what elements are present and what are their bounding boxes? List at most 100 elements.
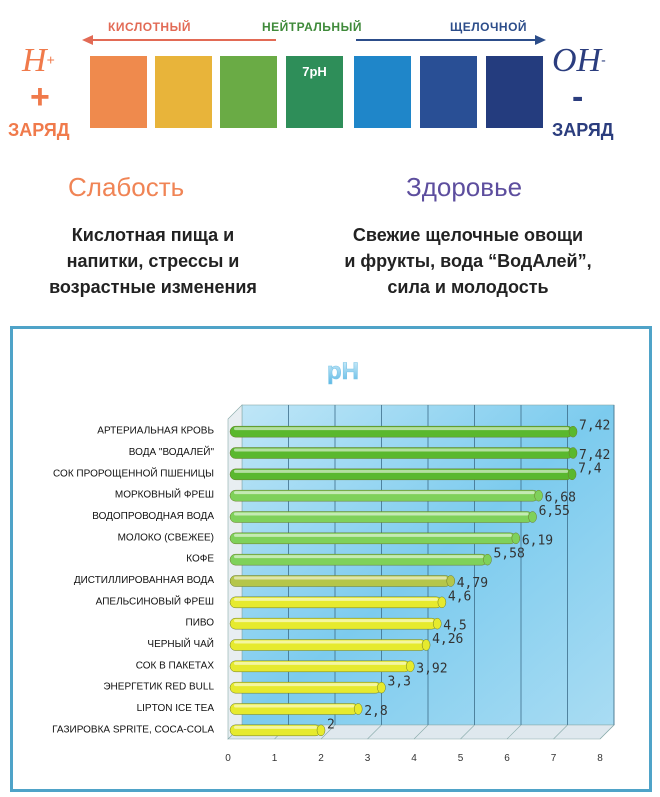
oh-ion: OH- xyxy=(552,42,606,80)
ph-swatch-3 xyxy=(220,56,277,128)
bar xyxy=(229,447,578,459)
health-line-2: и фрукты, вода “ВодАлей”, xyxy=(344,251,592,271)
weakness-line-1: Кислотная пища и xyxy=(71,225,235,245)
category-label: ПИВО xyxy=(186,618,215,629)
bar-highlight xyxy=(234,619,434,623)
bar-end-cap xyxy=(353,703,363,715)
acidic-label: КИСЛОТНЫЙ xyxy=(108,20,191,34)
plus-sign: + xyxy=(30,78,50,116)
bar xyxy=(229,660,415,673)
category-label: СОК В ПАКЕТАХ xyxy=(136,660,215,671)
bar xyxy=(229,575,455,587)
ph-swatch-4: 7pH xyxy=(286,56,343,128)
bar-end-cap xyxy=(534,489,543,502)
acid-arrow-icon xyxy=(82,35,276,45)
neutral-label: НЕЙТРАЛЬНЫЙ xyxy=(262,20,362,34)
x-tick-label: 6 xyxy=(504,753,510,764)
data-label: 4,26 xyxy=(432,632,463,647)
category-label: МОЛОКО (СВЕЖЕЕ) xyxy=(118,532,214,543)
weakness-line-2: напитки, стрессы и xyxy=(66,251,240,271)
x-tick-label: 8 xyxy=(597,753,603,764)
bar xyxy=(229,703,363,715)
left-charge-label: ЗАРЯД xyxy=(8,120,70,140)
bar xyxy=(229,617,442,630)
bar-end-cap xyxy=(511,532,521,545)
bar-end-cap xyxy=(437,596,447,609)
health-text: Свежие щелочные овощи и фрукты, вода “Во… xyxy=(318,222,618,300)
data-label: 2 xyxy=(327,717,335,732)
ph-chart: pH 0 1 2 3 4 5 6 7 8 АРТЕРИАЛЬНАЯ КРОВЬ 7,42 ВОДА "В… xyxy=(10,326,652,792)
h-ion-sup: + xyxy=(46,51,55,68)
bar-highlight xyxy=(234,491,535,495)
weakness-text: Кислотная пища и напитки, стрессы и возр… xyxy=(8,222,298,300)
bar xyxy=(229,724,326,737)
x-tick-label: 3 xyxy=(365,753,371,764)
bar-highlight xyxy=(234,640,423,644)
bar-end-cap xyxy=(483,553,492,566)
data-label: 7,4 xyxy=(578,461,602,476)
data-label: 6,19 xyxy=(522,533,553,548)
minus-sign: - xyxy=(572,78,584,116)
bar-end-cap xyxy=(316,724,326,737)
oh-ion-sup: - xyxy=(601,51,606,68)
h-ion: H+ xyxy=(22,42,55,80)
bar xyxy=(229,681,386,694)
grid-line-floor xyxy=(413,724,429,740)
bar xyxy=(229,596,447,609)
bar xyxy=(229,639,431,651)
category-label: ГАЗИРОВКА SPRITE, COCA-COLA xyxy=(52,724,214,735)
scale-arrows xyxy=(82,35,546,45)
ph-swatch-1 xyxy=(90,56,147,128)
bar-end-cap xyxy=(406,660,415,673)
data-label: 2,8 xyxy=(364,704,387,719)
bar-highlight xyxy=(234,427,570,431)
x-tick-label: 0 xyxy=(225,753,231,764)
x-tick-label: 5 xyxy=(458,753,464,764)
category-label: ЭНЕРГЕТИК RED BULL xyxy=(103,682,214,693)
category-label: СОК ПРОРОЩЕННОЙ ПШЕНИЦЫ xyxy=(53,466,214,479)
h-ion-symbol: H xyxy=(22,42,47,79)
bar-highlight xyxy=(234,597,438,601)
bar-highlight xyxy=(234,661,407,665)
category-label: МОРКОВНЫЙ ФРЕШ xyxy=(115,488,214,501)
health-line-1: Свежие щелочные овощи xyxy=(352,225,584,245)
category-label: ЧЕРНЫЙ ЧАЙ xyxy=(147,637,214,650)
grid-line-floor xyxy=(367,724,382,740)
category-label: АРТЕРИАЛЬНАЯ КРОВЬ xyxy=(97,426,214,437)
category-label: АПЕЛЬСИНОВЫЙ ФРЕШ xyxy=(96,594,214,607)
data-label: 6,68 xyxy=(545,491,576,506)
category-label: ДИСТИЛЛИРОВАННАЯ ВОДА xyxy=(74,575,214,586)
ph-swatch-5 xyxy=(354,56,411,128)
bar-end-cap xyxy=(446,575,455,587)
bar-highlight xyxy=(234,448,570,452)
right-charge-label: ЗАРЯД xyxy=(552,120,614,140)
category-label: ВОДА "ВОДАЛЕЙ" xyxy=(129,445,215,458)
bar xyxy=(229,511,537,523)
bar-highlight xyxy=(234,533,512,537)
category-label: ВОДОПРОВОДНАЯ ВОДА xyxy=(92,511,214,522)
bar xyxy=(229,489,543,502)
grid-line-floor xyxy=(320,724,336,740)
neutral-swatch-text: 7pH xyxy=(302,64,327,79)
category-label: LIPTON ICE TEA xyxy=(137,703,215,714)
bar-end-cap xyxy=(421,639,431,651)
bar-end-cap xyxy=(568,447,578,459)
bar-end-cap xyxy=(568,425,578,438)
data-label: 4,5 xyxy=(443,619,466,634)
chart-title: pH xyxy=(327,358,359,385)
ph-swatch-6 xyxy=(420,56,477,128)
bar-highlight xyxy=(234,512,529,516)
bar-highlight xyxy=(234,576,447,580)
bar-end-cap xyxy=(528,511,537,523)
alkaline-arrow-icon xyxy=(356,35,546,45)
x-tick-label: 7 xyxy=(551,753,557,764)
x-tick-label: 1 xyxy=(272,753,278,764)
bar xyxy=(229,425,578,438)
grid-line-floor xyxy=(506,724,522,740)
alkaline-label: ЩЕЛОЧНОЙ xyxy=(450,20,528,34)
bar-end-cap xyxy=(433,617,442,630)
data-label: 7,42 xyxy=(579,419,610,434)
grid-line-floor xyxy=(460,724,475,740)
data-label: 5,58 xyxy=(493,547,524,562)
